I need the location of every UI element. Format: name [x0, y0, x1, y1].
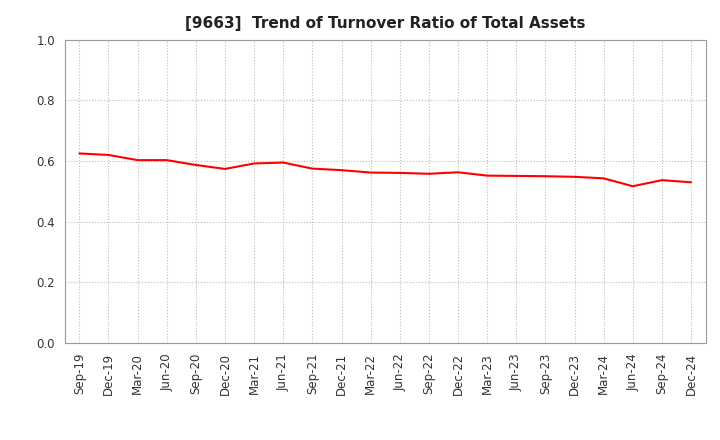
Title: [9663]  Trend of Turnover Ratio of Total Assets: [9663] Trend of Turnover Ratio of Total … [185, 16, 585, 32]
